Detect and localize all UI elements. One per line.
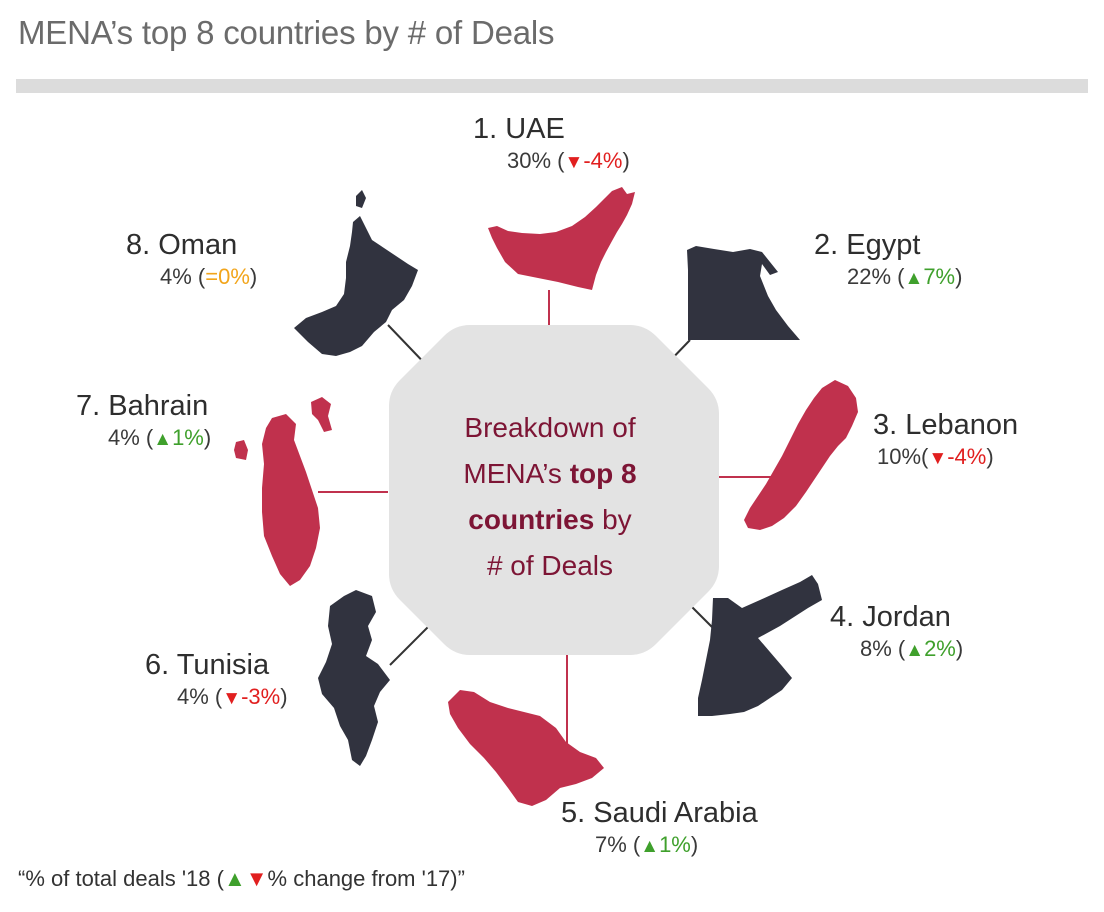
center-line-3-text: by	[594, 504, 632, 535]
oman-map-icon	[294, 216, 418, 356]
center-line-2-text: MENA’s	[463, 458, 570, 489]
label-lebanon: 3. Lebanon 10%(▼-4%)	[873, 408, 1018, 474]
paren-open: (	[891, 264, 905, 289]
center-line-1: Breakdown of	[464, 412, 636, 443]
paren-close: )	[203, 425, 212, 450]
center-line-2: MENA’s top 8	[410, 451, 690, 497]
deal-share: 4%	[108, 425, 140, 450]
egypt-map-icon	[687, 246, 800, 340]
down-arrow-icon: ▼	[222, 688, 242, 709]
page-title: MENA’s top 8 countries by # of Deals	[18, 14, 555, 51]
paren-open: (	[626, 832, 641, 857]
label-uae: 1. UAE 30% (▼-4%)	[473, 112, 630, 178]
change-value: 2%	[924, 636, 956, 661]
center-line-2-bold: top 8	[569, 458, 637, 489]
paren-close: )	[622, 148, 630, 173]
label-tunisia: 6. Tunisia 4% (▼-3%)	[145, 648, 288, 714]
label-oman: 8. Oman 4% (=0%)	[126, 228, 257, 292]
bahrain-islet-icon	[311, 397, 332, 432]
change-value: -4%	[583, 148, 623, 173]
paren-open: (	[208, 684, 223, 709]
paren-open: (	[551, 148, 565, 173]
paren-open: (	[191, 264, 206, 289]
lebanon-map-icon	[744, 380, 858, 530]
center-line-4: # of Deals	[486, 550, 614, 581]
label-egypt: 2. Egypt 22% (▲7%)	[814, 228, 962, 294]
paren-close: )	[955, 636, 964, 661]
oman-exclave-icon	[356, 190, 366, 208]
bahrain-map-icon	[262, 414, 320, 586]
country-share-row: 10%(▼-4%)	[877, 442, 1018, 474]
paren-close: )	[986, 444, 994, 469]
down-arrow-icon: ▼	[564, 152, 584, 173]
deal-share: 30%	[507, 148, 552, 173]
country-name: 2. Egypt	[814, 229, 921, 261]
change-value: 1%	[659, 832, 691, 857]
paren-open: (	[139, 425, 154, 450]
up-arrow-icon: ▲	[153, 429, 173, 450]
deal-share: 4%	[160, 264, 192, 289]
bahrain-islet-icon-2	[234, 440, 248, 460]
center-octagon	[389, 325, 719, 655]
paren-close: )	[280, 684, 288, 709]
label-saudi-arabia: 5. Saudi Arabia 7% (▲1%)	[561, 796, 758, 862]
deal-share: 7%	[595, 832, 627, 857]
title-divider	[16, 79, 1088, 93]
paren-open: (	[921, 444, 929, 469]
up-arrow-icon: ▲	[640, 836, 660, 857]
paren-open: (	[891, 636, 906, 661]
country-share-row: 22% (▲7%)	[847, 262, 962, 294]
up-arrow-icon: ▲	[223, 866, 246, 891]
country-name: 3. Lebanon	[873, 409, 1019, 441]
deal-share: 4%	[177, 684, 209, 709]
change-value: 7%	[923, 264, 956, 289]
center-line-3: countries by	[410, 497, 690, 543]
change-value: =0%	[205, 264, 250, 289]
country-name: 4. Jordan	[830, 601, 951, 633]
country-name: 1. UAE	[473, 113, 565, 145]
country-name: 6. Tunisia	[145, 649, 270, 681]
change-value: 1%	[172, 425, 204, 450]
country-name: 7. Bahrain	[76, 390, 209, 422]
uae-map-icon	[488, 187, 635, 290]
country-name: 8. Oman	[126, 229, 238, 261]
center-line-3-bold: countries	[468, 504, 595, 535]
country-share-row: 7% (▲1%)	[595, 830, 758, 862]
country-share-row: 4% (▲1%)	[108, 423, 211, 455]
deal-share: 8%	[860, 636, 892, 661]
footnote: “% of total deals '18 (▲▼% change from '…	[18, 866, 465, 892]
footnote-text-start: “% of total deals '18 (	[18, 866, 224, 891]
change-value: -3%	[241, 684, 281, 709]
country-name: 5. Saudi Arabia	[561, 797, 758, 829]
country-share-row: 8% (▲2%)	[860, 634, 963, 666]
up-arrow-icon: ▲	[904, 268, 924, 289]
label-jordan: 4. Jordan 8% (▲2%)	[830, 600, 963, 666]
paren-close: )	[249, 264, 258, 289]
center-caption: Breakdown of MENA’s top 8 countries by #…	[410, 405, 690, 589]
jordan-map-icon	[698, 575, 822, 716]
change-value: -4%	[947, 444, 987, 469]
deal-share: 22%	[847, 264, 892, 289]
deal-share: 10%	[877, 444, 922, 469]
country-share-row: 4% (=0%)	[160, 262, 257, 292]
paren-close: )	[690, 832, 699, 857]
paren-close: )	[955, 264, 963, 289]
country-share-row: 30% (▼-4%)	[507, 146, 630, 178]
saudi-arabia-map-icon	[448, 690, 604, 806]
tunisia-map-icon	[318, 590, 390, 766]
down-arrow-icon: ▼	[928, 448, 948, 469]
down-arrow-icon: ▼	[245, 866, 268, 891]
footnote-text-end: % change from '17)”	[267, 866, 465, 891]
label-bahrain: 7. Bahrain 4% (▲1%)	[76, 389, 211, 455]
country-share-row: 4% (▼-3%)	[177, 682, 288, 714]
up-arrow-icon: ▲	[905, 640, 925, 661]
